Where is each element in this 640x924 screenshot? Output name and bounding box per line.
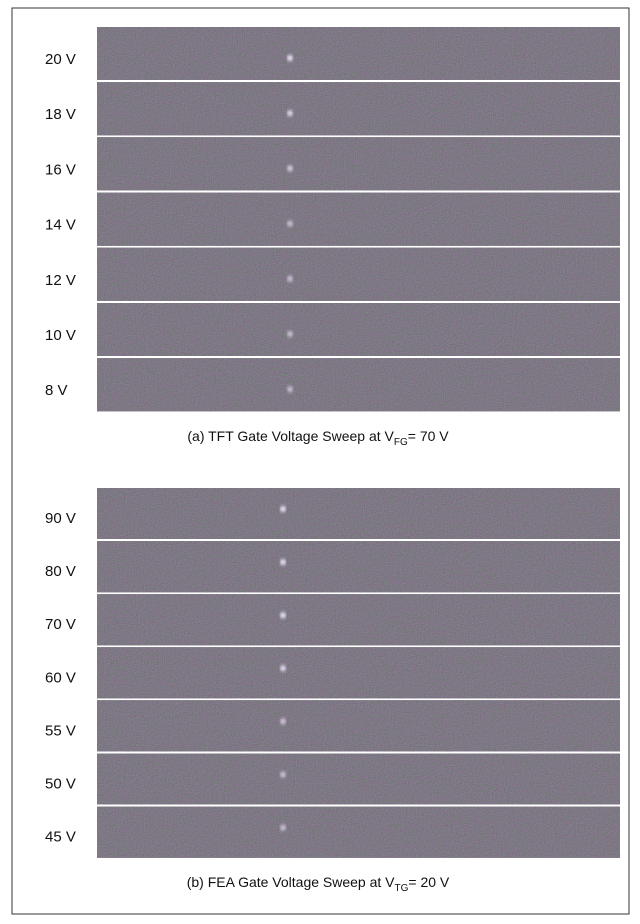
photo-noise bbox=[97, 247, 620, 301]
caption-subscript: FG bbox=[394, 437, 408, 448]
voltage-label: 20 V bbox=[45, 51, 76, 68]
photo-noise bbox=[97, 137, 620, 191]
photo-noise bbox=[97, 303, 620, 356]
caption-text: = 70 V bbox=[408, 428, 450, 444]
emission-spot bbox=[287, 110, 293, 117]
photo-noise bbox=[97, 806, 620, 858]
caption-text: (a) TFT Gate Voltage Sweep at V bbox=[187, 428, 394, 444]
photo-noise bbox=[97, 358, 620, 412]
emission-spot bbox=[287, 275, 293, 282]
emission-spot bbox=[280, 612, 286, 619]
voltage-label: 10 V bbox=[45, 327, 76, 344]
caption: (b) FEA Gate Voltage Sweep at VTG= 20 V bbox=[187, 874, 450, 894]
emission-spot bbox=[280, 665, 286, 672]
emission-spot bbox=[280, 718, 286, 725]
caption-text: = 20 V bbox=[408, 874, 450, 890]
voltage-label: 55 V bbox=[45, 722, 76, 739]
emission-spot bbox=[287, 386, 293, 393]
voltage-label: 80 V bbox=[45, 563, 76, 580]
emission-spot bbox=[287, 220, 293, 227]
photo-noise bbox=[97, 192, 620, 246]
voltage-label: 16 V bbox=[45, 161, 76, 178]
voltage-label: 70 V bbox=[45, 616, 76, 633]
caption-text: (b) FEA Gate Voltage Sweep at V bbox=[187, 874, 395, 890]
emission-spot bbox=[280, 559, 286, 566]
photo-noise bbox=[97, 647, 620, 699]
emission-spot bbox=[280, 771, 286, 778]
emission-spot bbox=[287, 331, 293, 337]
photo-noise bbox=[97, 594, 620, 646]
voltage-label: 50 V bbox=[45, 776, 76, 793]
frame bbox=[11, 7, 630, 915]
emission-spot bbox=[280, 506, 286, 512]
voltage-label: 8 V bbox=[45, 382, 68, 399]
photo-noise bbox=[97, 753, 620, 805]
photo-noise bbox=[97, 488, 620, 539]
photo-noise bbox=[97, 82, 620, 136]
voltage-label: 45 V bbox=[45, 829, 76, 846]
photo-noise bbox=[97, 27, 620, 80]
caption-subscript: TG bbox=[395, 883, 409, 894]
emission-spot bbox=[287, 55, 293, 61]
caption: (a) TFT Gate Voltage Sweep at VFG= 70 V bbox=[187, 428, 449, 448]
photo-noise bbox=[97, 541, 620, 593]
voltage-label: 90 V bbox=[45, 510, 76, 527]
voltage-label: 14 V bbox=[45, 217, 76, 234]
voltage-label: 60 V bbox=[45, 669, 76, 686]
voltage-label: 18 V bbox=[45, 106, 76, 123]
emission-spot bbox=[287, 165, 293, 172]
photo-noise bbox=[97, 700, 620, 752]
emission-spot bbox=[280, 824, 286, 831]
voltage-label: 12 V bbox=[45, 272, 76, 289]
